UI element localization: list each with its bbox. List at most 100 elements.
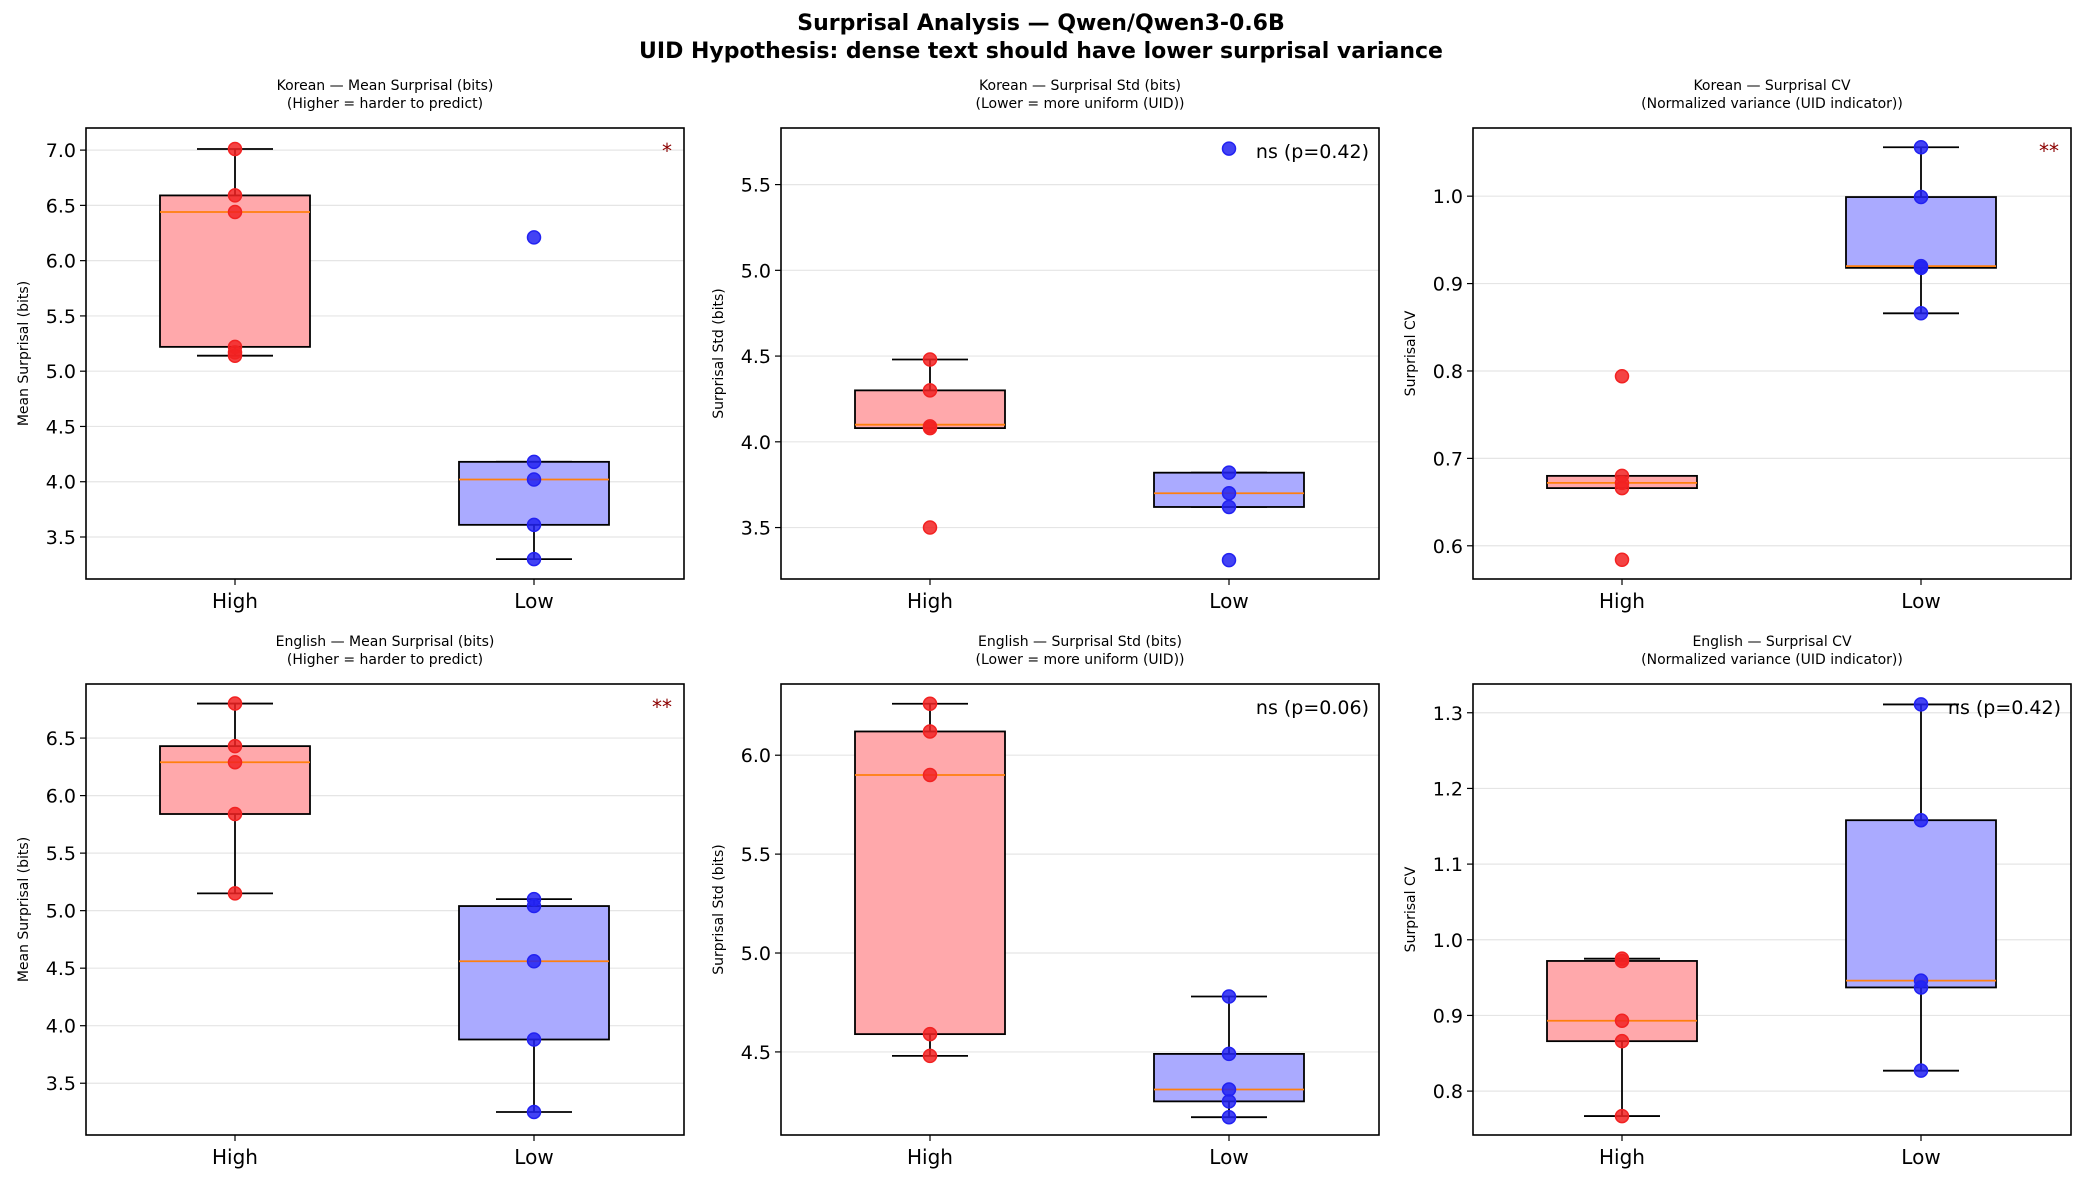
x-tick-label: High [212,1145,258,1169]
significance-annotation: ** [652,695,672,719]
data-point [1614,1108,1630,1124]
y-axis-label: Surprisal Std (bits) [711,288,727,418]
box-low [458,898,610,1113]
data-point [526,898,542,914]
significance-annotation: * [662,139,672,163]
data-point [1221,1082,1237,1097]
y-axis-label: Mean Surprisal (bits) [16,837,32,982]
x-tick-label: High [1599,1145,1645,1169]
y-tick-label: 1.3 [1433,703,1463,725]
y-tick-label: 6.5 [46,728,76,750]
data-point [1614,1013,1630,1028]
axes-frame [780,683,1380,1136]
y-axis-label: Surprisal Std (bits) [711,844,727,974]
data-point [526,472,542,487]
y-tick-label: 3.5 [46,1073,76,1095]
data-point [526,454,542,470]
data-point [922,383,938,398]
box-low [1845,703,1997,1072]
y-tick-label: 1.0 [1433,186,1463,208]
box-iqr [1546,960,1698,1043]
y-tick-label: 5.5 [741,175,771,197]
y-tick-label: 4.0 [741,432,771,454]
data-point [1221,552,1237,568]
data-point [922,420,938,436]
data-point [227,806,243,822]
y-tick-label: 0.7 [1433,448,1463,470]
subplot-title: Korean — Surprisal CV [1693,78,1850,94]
y-tick-label: 4.0 [46,1016,76,1038]
axes-frame [1472,683,2072,1136]
data-point [1913,812,1929,828]
y-axis-label: Mean Surprisal (bits) [16,281,32,426]
significance-annotation: ** [2039,139,2059,163]
data-point [1913,1063,1929,1078]
data-point [227,204,243,220]
subplot-title: Korean — Surprisal Std (bits) [979,78,1181,94]
subplot-title: English — Surprisal CV [1692,634,1851,650]
y-tick-label: 5.0 [741,943,771,965]
subplot-subtitle: (Higher = harder to predict) [287,652,483,668]
data-point [1913,980,1929,995]
data-point [1614,552,1630,568]
y-tick-label: 4.5 [741,1042,771,1064]
subplot-title: Korean — Mean Surprisal (bits) [277,78,494,94]
box-low [1845,146,1997,315]
x-tick-label: High [907,1145,953,1169]
box-high [854,702,1006,1057]
y-tick-label: 6.5 [46,195,76,217]
axes-frame [85,683,685,1136]
data-point [1221,486,1237,501]
data-point [1614,953,1630,969]
subplot-subtitle: (Lower = more uniform (UID)) [975,652,1184,668]
axes-frame [1472,127,2072,580]
axes-frame [780,127,1380,580]
data-point [227,738,243,754]
data-point [922,767,938,783]
subplot-subtitle: (Higher = harder to predict) [287,96,483,112]
data-point [1221,499,1237,515]
data-point [1913,306,1929,321]
y-tick-label: 0.9 [1433,1005,1463,1027]
axes-frame [85,127,685,580]
x-tick-label: High [1599,589,1645,613]
data-point [227,696,243,711]
y-axis-label: Surprisal CV [1403,866,1419,952]
subplot-4: English — Mean Surprisal (bits) (Higher =… [16,634,685,1169]
subplot-1: Korean — Mean Surprisal (bits) (Higher = … [16,78,685,613]
x-tick-label: Low [1901,589,1940,613]
x-tick-label: High [212,589,258,613]
y-tick-label: 1.1 [1433,854,1463,876]
x-tick-label: Low [514,589,553,613]
y-tick-label: 3.5 [741,518,771,540]
subplot-2: Korean — Surprisal Std (bits) (Lower = mo… [711,78,1380,613]
data-point [1221,1094,1237,1109]
data-point [1913,260,1929,276]
y-tick-label: 1.0 [1433,930,1463,952]
data-point [1221,1046,1237,1062]
data-point [922,696,938,712]
subplot-5: English — Surprisal Std (bits) (Lower = m… [711,634,1380,1169]
y-tick-label: 1.2 [1433,778,1463,800]
box-iqr [458,460,610,526]
x-tick-label: Low [1209,1145,1248,1169]
data-point [227,754,243,770]
y-tick-label: 4.5 [741,346,771,368]
y-tick-label: 0.8 [1433,1081,1463,1103]
significance-annotation: ns (p=0.42) [1256,141,1369,163]
data-point [227,141,243,157]
y-tick-label: 4.0 [46,472,76,494]
subplot-title: English — Mean Surprisal (bits) [276,634,495,650]
y-tick-label: 6.0 [46,251,76,273]
significance-annotation: ns (p=0.42) [1948,697,2061,719]
data-point [526,230,542,245]
x-tick-label: Low [1901,1145,1940,1169]
data-point [1913,189,1929,205]
data-point [526,551,542,567]
figure-title-line-1: Surprisal Analysis — Qwen/Qwen3-0.6B [797,11,1285,36]
subplot-3: Korean — Surprisal CV (Normalized varianc… [1403,78,2072,613]
data-point [922,724,938,739]
y-tick-label: 5.0 [46,361,76,383]
subplot-6: English — Surprisal CV (Normalized varian… [1403,634,2072,1169]
